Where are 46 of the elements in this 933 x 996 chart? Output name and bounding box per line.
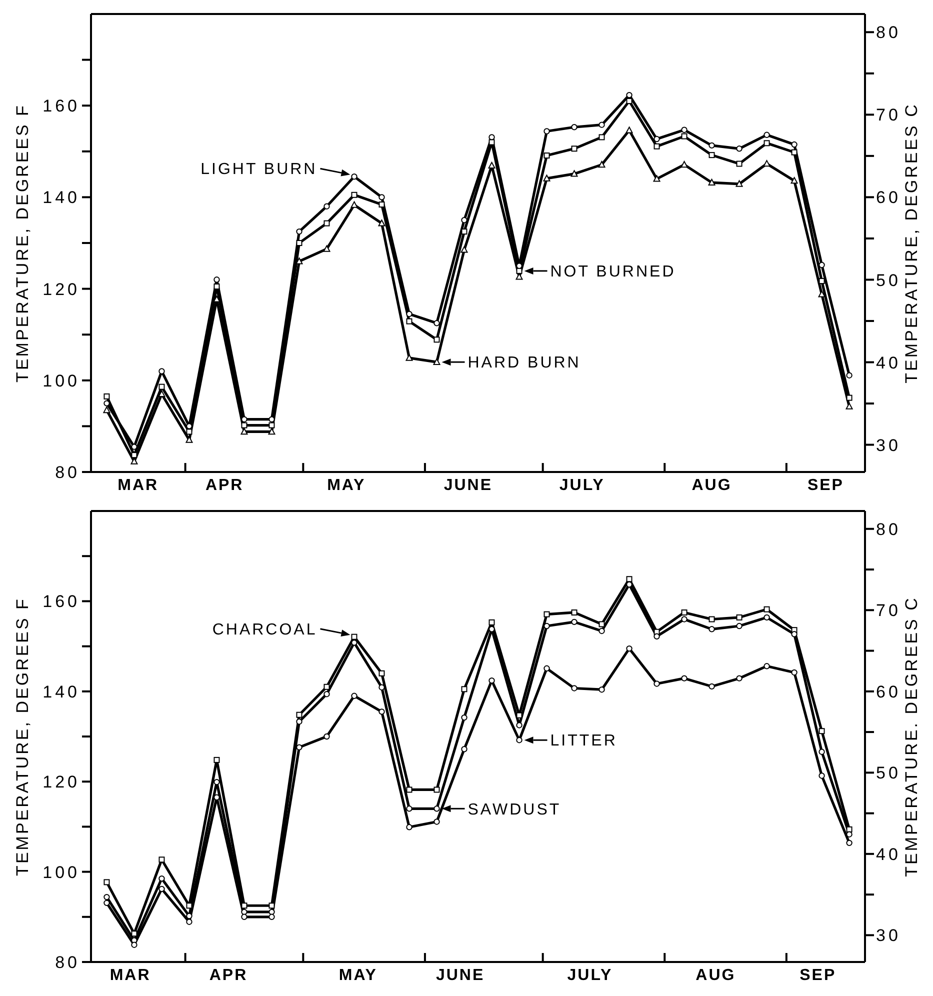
annotation: LITTER xyxy=(550,732,618,750)
y2-axis-title: TEMPERATURE, DEGREES C xyxy=(902,102,922,384)
y-tick-label: 160 xyxy=(42,592,80,612)
y2-tick-label: 30 xyxy=(876,436,901,455)
y2-tick-label: 70 xyxy=(876,601,901,620)
y2-tick-label: 70 xyxy=(876,106,901,125)
x-tick-label: JULY xyxy=(567,967,613,984)
annotation: CHARCOAL xyxy=(212,621,318,638)
y-tick-label: 100 xyxy=(42,371,80,390)
x-tick-label: SEP xyxy=(800,967,836,984)
y2-tick-label: 80 xyxy=(876,520,901,539)
y2-tick-label: 40 xyxy=(876,353,901,372)
y-tick-label: 120 xyxy=(42,772,80,792)
x-tick-label: MAR xyxy=(118,477,159,494)
y-tick-label: 80 xyxy=(55,953,80,972)
y2-axis-title: TEMPERATURE. DEGREES C xyxy=(902,596,922,877)
y-tick-label: 120 xyxy=(42,280,80,299)
annotation: LIGHT BURN xyxy=(200,161,318,178)
annotation: HARD BURN xyxy=(468,354,581,372)
y2-tick-label: 50 xyxy=(876,270,901,290)
y-axis-title: TEMPERATURE, DEGREES F xyxy=(13,104,32,382)
y-axis-title: TEMPERATURE, DEGREES F xyxy=(13,597,32,876)
y2-tick-label: 60 xyxy=(876,188,901,208)
y2-tick-label: 80 xyxy=(876,23,901,42)
y-tick-label: 100 xyxy=(42,862,80,882)
x-tick-label: MAR xyxy=(110,967,151,984)
y-tick-label: 160 xyxy=(42,96,80,116)
y-tick-label: 140 xyxy=(42,682,80,702)
x-tick-label: JUNE xyxy=(436,967,485,984)
x-tick-label: APR xyxy=(205,477,244,494)
y2-tick-label: 60 xyxy=(876,682,901,702)
y2-tick-label: 40 xyxy=(876,844,901,864)
x-tick-label: APR xyxy=(209,967,248,984)
y2-tick-label: 30 xyxy=(876,926,901,946)
y-tick-label: 140 xyxy=(42,188,80,208)
x-tick-label: SEP xyxy=(807,477,844,494)
y-tick-label: 80 xyxy=(55,463,80,482)
x-tick-label: JULY xyxy=(559,477,605,494)
annotation: SAWDUST xyxy=(468,801,562,818)
annotation: NOT BURNED xyxy=(550,264,676,281)
y2-tick-label: 50 xyxy=(876,764,901,783)
x-tick-label: MAY xyxy=(327,477,366,494)
x-tick-label: AUG xyxy=(692,477,732,494)
x-tick-label: JUNE xyxy=(444,477,493,494)
x-tick-label: MAY xyxy=(338,967,378,984)
x-tick-label: AUG xyxy=(696,967,736,984)
